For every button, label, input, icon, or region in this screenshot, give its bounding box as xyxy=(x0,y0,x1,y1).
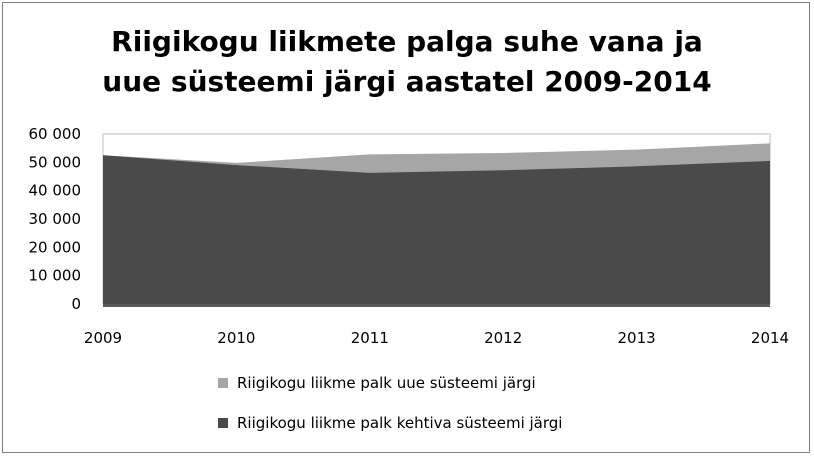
y-tick-label: 10 000 xyxy=(29,267,82,285)
legend: Riigikogu liikme palk uue süsteemi järgi… xyxy=(218,374,562,432)
legend-swatch-1 xyxy=(218,378,228,388)
legend-swatch-2 xyxy=(218,418,228,428)
y-tick-label: 60 000 xyxy=(29,125,82,143)
plot-area xyxy=(102,133,771,307)
x-tick-label: 2010 xyxy=(217,329,255,347)
y-tick-label: 20 000 xyxy=(29,238,82,256)
y-axis: 0 10 000 20 000 30 000 40 000 50 000 60 000 xyxy=(29,125,82,313)
legend-label-1: Riigikogu liikme palk uue süsteemi järgi xyxy=(237,374,536,392)
x-tick-label: 2011 xyxy=(351,329,389,347)
legend-label-2: Riigikogu liikme palk kehtiva süsteemi j… xyxy=(237,414,562,432)
chart-title-line-2: uue süsteemi järgi aastatel 2009-2014 xyxy=(102,65,712,98)
x-tick-label: 2009 xyxy=(84,329,122,347)
chart-title-line-1: Riigikogu liikmete palga suhe vana ja xyxy=(111,25,703,58)
x-axis: 2009 2010 2011 2012 2013 2014 xyxy=(84,329,789,347)
plot-floor xyxy=(103,304,770,307)
y-tick-label: 40 000 xyxy=(29,182,82,200)
area-series-2 xyxy=(103,155,770,304)
chart-title: Riigikogu liikmete palga suhe vana ja uu… xyxy=(0,22,814,102)
y-tick-label: 30 000 xyxy=(29,210,82,228)
y-tick-label: 0 xyxy=(71,295,81,313)
x-tick-label: 2014 xyxy=(751,329,789,347)
y-tick-label: 50 000 xyxy=(29,153,82,171)
x-tick-label: 2012 xyxy=(484,329,522,347)
x-tick-label: 2013 xyxy=(618,329,656,347)
